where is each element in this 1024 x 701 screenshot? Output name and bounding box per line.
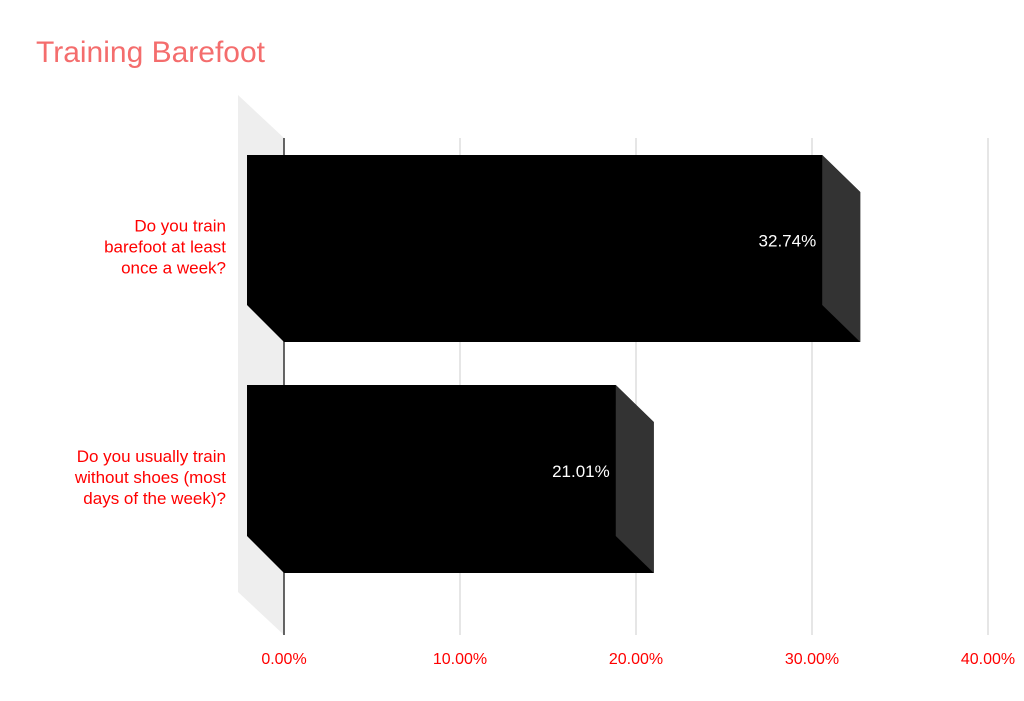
data-label: 21.01% [552,462,610,481]
data-label: 32.74% [759,232,817,251]
x-tick-label: 0.00% [261,651,306,668]
bar-side-face [615,385,654,573]
bar-side-face [822,155,861,342]
chart-title: Training Barefoot [36,36,266,69]
x-tick-label: 40.00% [961,651,1015,668]
y-category-label: Do you train [134,217,226,236]
x-tick-label: 20.00% [609,651,663,668]
y-category-label: barefoot at least [104,238,226,257]
x-tick-label: 30.00% [785,651,839,668]
y-category-label: days of the week)? [83,489,226,508]
y-category-label: without shoes (most [74,468,226,487]
y-category-label: once a week? [121,259,226,278]
bar [247,155,861,342]
x-tick-label: 10.00% [433,651,487,668]
bar [247,385,654,573]
y-category-label: Do you usually train [77,447,226,466]
